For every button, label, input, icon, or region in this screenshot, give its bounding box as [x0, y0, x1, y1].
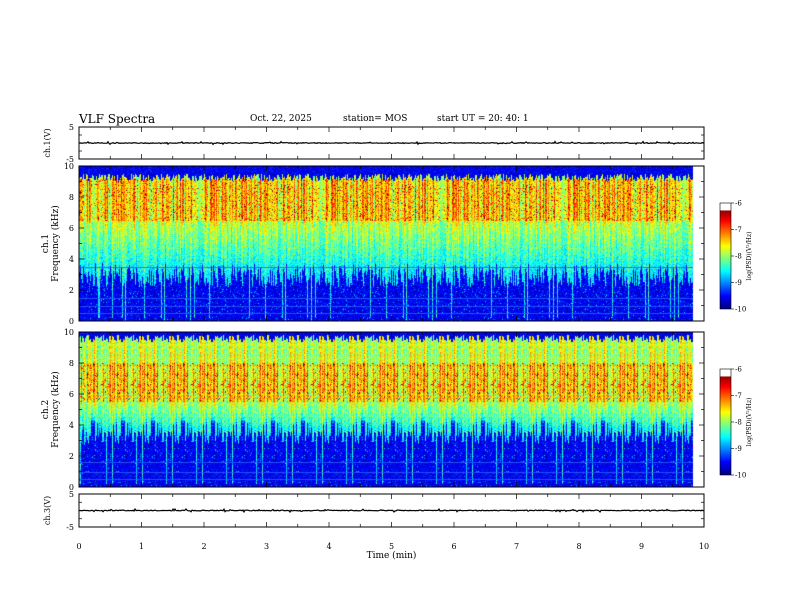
- y-tick-label: 2: [69, 452, 74, 461]
- x-tick-label: 7: [514, 542, 519, 551]
- colorbar-tick-label: -6: [735, 366, 742, 374]
- station-label: station= MOS: [343, 114, 408, 124]
- spectrogram-ch2: [79, 332, 704, 487]
- panel-ylabel: Frequency (kHz): [50, 371, 61, 448]
- y-tick-label: 4: [69, 421, 74, 430]
- y-tick-label: 5: [69, 123, 74, 132]
- colorbar-tick-label: -9: [735, 279, 742, 287]
- y-tick-label: 8: [69, 193, 74, 202]
- colorbar-tick-label: -10: [735, 306, 746, 314]
- plot-title: VLF Spectra: [79, 112, 156, 126]
- x-tick-label: 10: [699, 542, 709, 551]
- colorbar-tick-label: -8: [735, 253, 742, 261]
- colorbar-label: log(PSD)(V²/Hz): [746, 232, 753, 281]
- x-tick-label: 4: [326, 542, 331, 551]
- panel-ylabel: Frequency (kHz): [50, 205, 61, 282]
- colorbar-tick-label: -7: [735, 226, 742, 234]
- colorbar-tick-label: -7: [735, 392, 742, 400]
- colorbar-label: log(PSD)(V²/Hz): [746, 398, 753, 447]
- y-tick-label: 0: [69, 483, 74, 492]
- y-tick-label: 8: [69, 359, 74, 368]
- y-tick-label: -5: [66, 523, 74, 532]
- y-tick-label: -5: [66, 155, 74, 164]
- colorbar-ch1: [720, 203, 731, 309]
- y-tick-label: 10: [64, 162, 74, 171]
- colorbar-tick-label: -8: [735, 419, 742, 427]
- x-axis-label: Time (min): [367, 550, 417, 561]
- colorbar-tick-label: -6: [735, 200, 742, 208]
- x-tick-label: 3: [264, 542, 269, 551]
- y-tick-label: 10: [64, 328, 74, 337]
- x-tick-label: 6: [451, 542, 456, 551]
- x-tick-label: 2: [201, 542, 206, 551]
- signal-trace-ch1: [78, 140, 705, 146]
- panel-ylabel: ch.3(V): [43, 496, 52, 525]
- y-tick-label: 0: [69, 317, 74, 326]
- colorbar-tick-label: -9: [735, 445, 742, 453]
- x-tick-label: 5: [389, 542, 394, 551]
- signal-trace-ch3: [78, 507, 705, 514]
- y-tick-label: 5: [69, 490, 74, 499]
- spectrogram-ch1: [79, 166, 704, 321]
- panel-channel-label: ch.2: [41, 400, 51, 419]
- y-tick-label: 2: [69, 286, 74, 295]
- y-tick-label: 6: [69, 390, 74, 399]
- x-tick-label: 8: [576, 542, 581, 551]
- panel-ylabel: ch.1(V): [43, 128, 52, 157]
- y-tick-label: 6: [69, 224, 74, 233]
- x-tick-label: 9: [639, 542, 644, 551]
- date-label: Oct. 22, 2025: [250, 114, 312, 124]
- x-tick-label: 0: [76, 542, 81, 551]
- colorbar-tick-label: -10: [735, 472, 746, 480]
- panel-channel-label: ch.1: [41, 234, 51, 253]
- start-time-label: start UT = 20: 40: 1: [437, 114, 529, 124]
- y-tick-label: 4: [69, 255, 74, 264]
- x-tick-label: 1: [139, 542, 144, 551]
- colorbar-ch2: [720, 369, 731, 475]
